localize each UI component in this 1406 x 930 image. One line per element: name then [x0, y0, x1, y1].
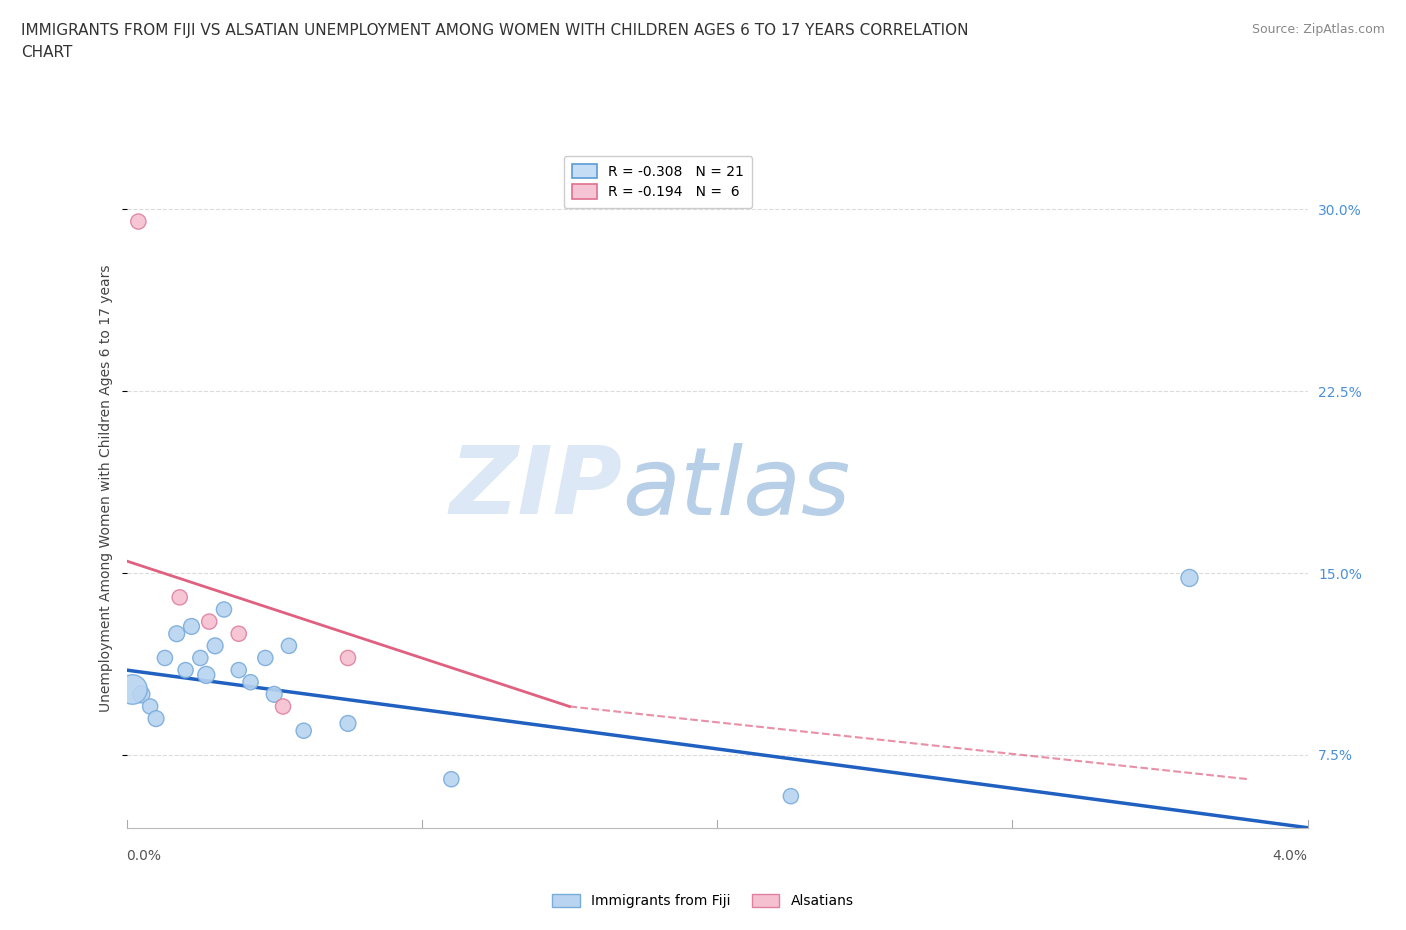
Point — [153, 651, 176, 666]
Text: atlas: atlas — [623, 443, 851, 534]
Point — [228, 663, 250, 678]
Point — [180, 619, 202, 634]
Point — [121, 682, 143, 697]
Point — [337, 716, 360, 731]
Point — [204, 638, 226, 653]
Point — [254, 651, 277, 666]
Point — [174, 663, 197, 678]
Text: IMMIGRANTS FROM FIJI VS ALSATIAN UNEMPLOYMENT AMONG WOMEN WITH CHILDREN AGES 6 T: IMMIGRANTS FROM FIJI VS ALSATIAN UNEMPLO… — [21, 23, 969, 38]
Point — [139, 699, 162, 714]
Legend: R = -0.308   N = 21, R = -0.194   N =  6: R = -0.308 N = 21, R = -0.194 N = 6 — [564, 155, 752, 207]
Point — [278, 638, 301, 653]
Text: 4.0%: 4.0% — [1272, 849, 1308, 863]
Point — [198, 614, 221, 629]
Point — [239, 675, 262, 690]
Text: 0.0%: 0.0% — [127, 849, 162, 863]
Point — [188, 651, 211, 666]
Point — [263, 687, 285, 702]
Text: Source: ZipAtlas.com: Source: ZipAtlas.com — [1251, 23, 1385, 36]
Legend: Immigrants from Fiji, Alsatians: Immigrants from Fiji, Alsatians — [547, 889, 859, 914]
Point — [145, 711, 167, 726]
Point — [337, 651, 360, 666]
Text: ZIP: ZIP — [450, 443, 623, 534]
Point — [228, 626, 250, 641]
Point — [127, 214, 149, 229]
Point — [212, 602, 235, 617]
Point — [166, 626, 188, 641]
Y-axis label: Unemployment Among Women with Children Ages 6 to 17 years: Unemployment Among Women with Children A… — [100, 264, 114, 712]
Point — [292, 724, 315, 738]
Point — [440, 772, 463, 787]
Point — [271, 699, 294, 714]
Point — [195, 668, 218, 683]
Point — [169, 590, 191, 604]
Point — [1178, 570, 1201, 585]
Point — [779, 789, 801, 804]
Text: CHART: CHART — [21, 45, 73, 60]
Point — [129, 687, 153, 702]
